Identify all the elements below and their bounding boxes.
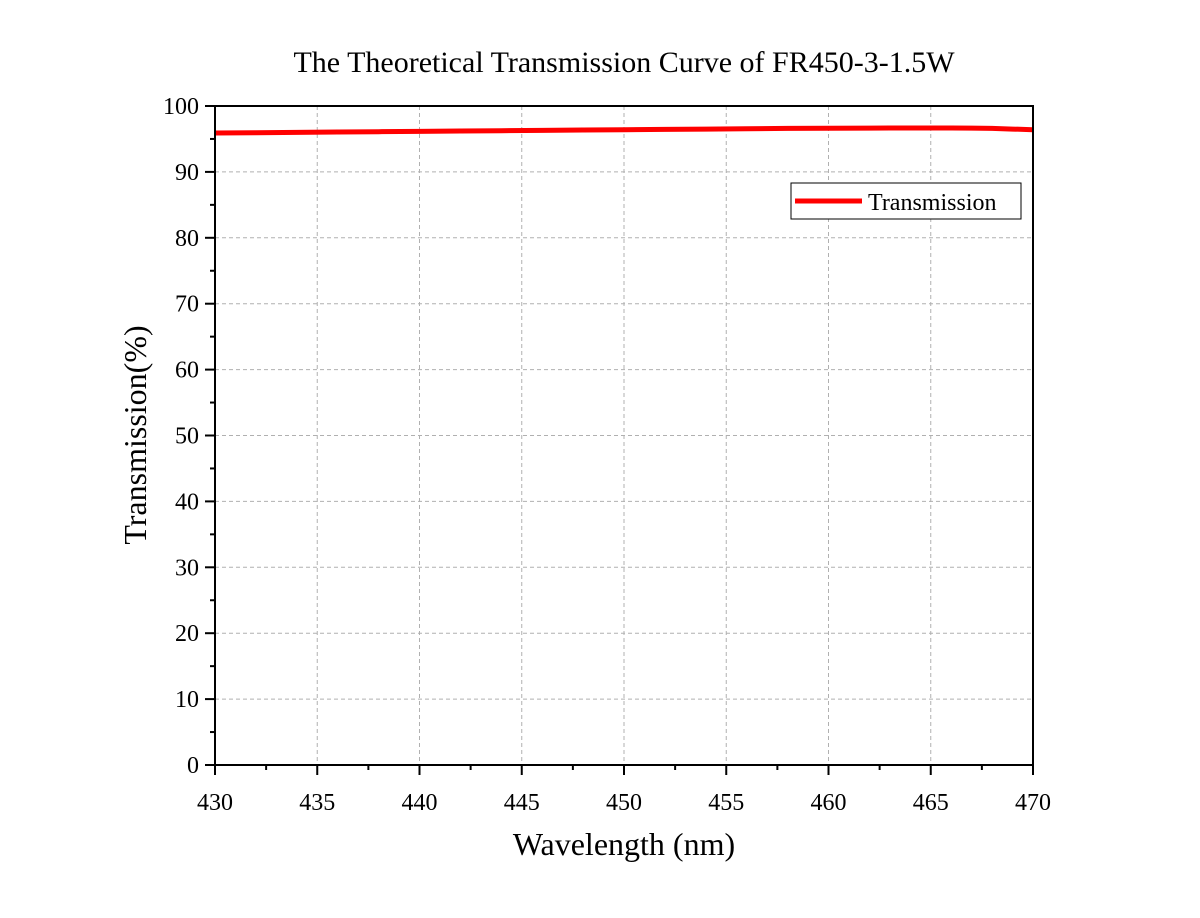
x-tick-label: 470 (1015, 790, 1051, 816)
x-tick-label: 430 (197, 790, 233, 816)
y-tick-label: 20 (175, 621, 199, 647)
y-tick-label: 10 (175, 687, 199, 713)
axis-ticks (205, 105, 1034, 775)
x-tick-label: 445 (504, 790, 540, 816)
y-tick-label: 30 (175, 555, 199, 581)
y-tick-label: 0 (187, 753, 199, 779)
series-layer (214, 125, 1034, 136)
y-tick-label: 50 (175, 424, 199, 450)
x-axis-label: Wavelength (nm) (513, 826, 735, 862)
y-tick-label: 60 (175, 358, 199, 384)
chart-title: The Theoretical Transmission Curve of FR… (293, 46, 955, 79)
legend-label: Transmission (868, 190, 996, 216)
x-tick-label: 465 (913, 790, 949, 816)
y-tick-label: 70 (175, 292, 199, 318)
series-line-transmission (214, 125, 1034, 136)
legend: Transmission (790, 182, 1022, 220)
x-tick-label: 440 (402, 790, 438, 816)
y-tick-label: 80 (175, 226, 199, 252)
grid-lines (215, 106, 1033, 765)
x-tick-label: 435 (299, 790, 335, 816)
y-tick-label: 90 (175, 160, 199, 186)
x-tick-label: 455 (708, 790, 744, 816)
tick-labels: 430 435 440 445 450 455 460 465 470 0 10 20 30 40 50 60… (163, 94, 1051, 816)
x-tick-label: 460 (811, 790, 847, 816)
x-tick-label: 450 (606, 790, 642, 816)
y-tick-label: 40 (175, 489, 199, 515)
y-axis-label: Transmission(%) (117, 325, 153, 544)
y-tick-label: 100 (163, 94, 199, 120)
